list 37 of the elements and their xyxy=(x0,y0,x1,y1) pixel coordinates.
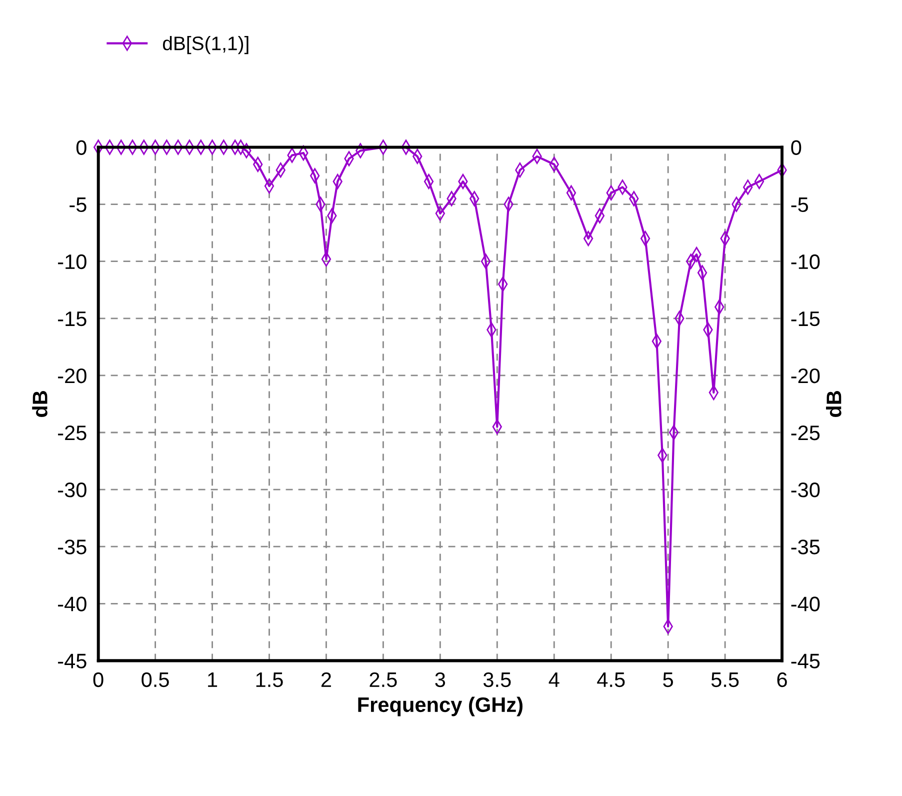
y2-tick-label: -10 xyxy=(791,254,820,270)
y2-tick-label: -40 xyxy=(791,596,820,612)
y2-tick-label: -25 xyxy=(791,425,820,440)
legend-label: dB[S(1,1)] xyxy=(162,36,248,54)
x-axis-title: Frequency (GHz) xyxy=(358,696,522,716)
y-tick-label: 0 xyxy=(76,140,86,156)
y2-tick-label: -5 xyxy=(791,198,808,212)
x-tick-label: 1.5 xyxy=(256,672,283,688)
y-tick-label: -20 xyxy=(58,368,86,384)
x-tick-label: 5.5 xyxy=(711,672,739,688)
y2-tick-label: -45 xyxy=(791,654,820,668)
x-tick-label: 3 xyxy=(435,672,446,688)
x-tick-label: 6 xyxy=(777,672,787,688)
y2-tick-label: -35 xyxy=(791,540,820,554)
y-tick-label: -45 xyxy=(58,654,86,668)
y-tick-label: -25 xyxy=(58,425,86,440)
x-tick-label: 4.5 xyxy=(597,672,625,688)
x-tick-label: 3.5 xyxy=(483,672,511,688)
y-tick-label: -30 xyxy=(58,482,86,498)
y-tick-label: -10 xyxy=(58,254,86,270)
x-tick-label: 1 xyxy=(208,672,218,687)
y2-tick-label: -15 xyxy=(791,312,820,326)
x-tick-label: 5 xyxy=(663,672,673,688)
y2-tick-label: 0 xyxy=(791,140,802,156)
x-tick-label: 2 xyxy=(321,672,331,687)
y-axis-title: dB xyxy=(32,391,48,417)
y2-axis-title: dB xyxy=(826,391,842,417)
y-tick-label: -35 xyxy=(58,540,86,554)
x-tick-label: 4 xyxy=(548,672,560,687)
x-tick-label: 0.5 xyxy=(142,672,169,688)
x-tick-label: 2.5 xyxy=(370,672,397,688)
x-tick-label: 0 xyxy=(93,672,104,688)
y-tick-label: -5 xyxy=(70,198,86,212)
y2-tick-label: -30 xyxy=(791,482,820,498)
y-tick-label: -15 xyxy=(58,312,86,326)
y-tick-label: -40 xyxy=(58,596,86,612)
y2-tick-label: -20 xyxy=(791,368,820,384)
